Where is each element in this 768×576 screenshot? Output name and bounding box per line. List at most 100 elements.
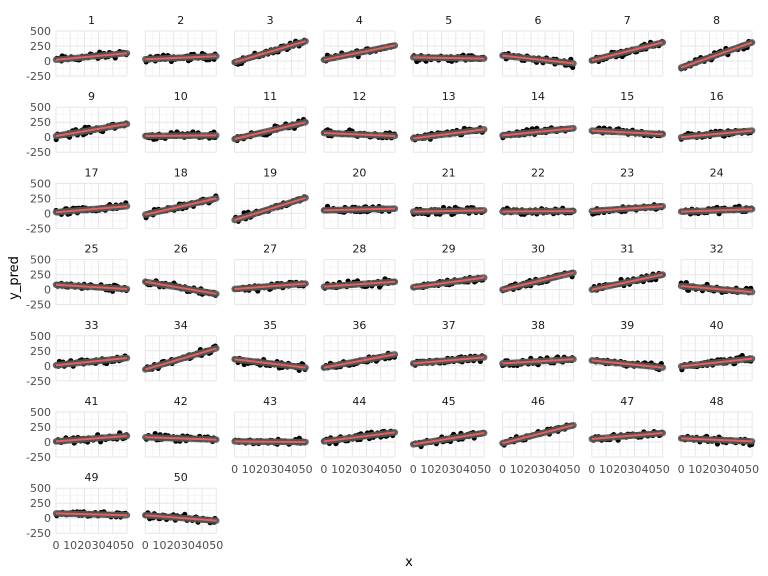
facet-grid [680,30,753,77]
facet-label: 46 [531,395,545,408]
fit-line [55,283,128,290]
x-tick-label: 10 [688,463,702,476]
y-tick-label: 500 [30,177,51,190]
x-tick-label: 30 [360,463,374,476]
facet-label: 5 [445,14,452,27]
facet-panel: 36 [320,319,399,382]
facet-label: 4 [356,14,363,27]
facet-label: 49 [85,471,99,484]
facet-grid [234,182,307,229]
x-axis-title: x [405,555,413,570]
facet-label: 39 [620,319,634,332]
y-tick-label: -250 [26,299,51,312]
facet-panel: 30 [499,243,577,306]
x-tick-label: 20 [435,463,449,476]
facet-grid [412,182,485,229]
fit-line [413,209,485,213]
facet-panel: 48 0 10 20 30 40 50 [678,395,760,476]
facet-label: 6 [535,14,542,27]
facet-grid [412,335,485,382]
facet-panel: 33 -250 0 250 500 [26,319,131,388]
facet-panel: 18 [142,166,220,229]
facet-label: 36 [352,319,366,332]
x-tick-label: 40 [195,539,209,552]
facet-panel: 29 [409,243,488,306]
facet-grid [234,411,307,458]
x-tick-label: 40 [374,463,388,476]
y-tick-label: 0 [44,512,51,525]
fit-line [55,123,128,137]
y-tick-label: 250 [30,497,51,510]
x-tick-label: 40 [642,463,656,476]
fit-line [413,56,485,60]
fit-line [234,440,306,443]
facet-panel: 14 [499,90,577,153]
facet-grid [55,335,128,382]
fit-line [680,41,753,69]
facet-panel: 5 [409,14,488,77]
facet-label: 27 [263,243,277,256]
fit-line [55,512,128,517]
x-tick-label: 40 [106,539,120,552]
fit-line [234,196,306,221]
x-tick-label: 30 [717,463,731,476]
x-tick-label: 0 [53,539,60,552]
x-tick-label: 30 [92,539,106,552]
facet-panel: 38 [499,319,577,382]
fit-line [234,282,306,290]
x-tick-label: 10 [420,463,434,476]
fit-line [234,358,306,369]
facet-label: 10 [174,90,188,103]
facet-panel: 20 [320,166,399,229]
y-tick-label: 250 [30,192,51,205]
facet-grid [680,411,753,458]
x-tick-label: 10 [63,539,77,552]
y-tick-label: 250 [30,116,51,129]
y-tick-label: -250 [26,146,51,159]
x-tick-label: 40 [463,463,477,476]
fit-line [591,432,663,440]
y-tick-label: 0 [44,131,51,144]
y-tick-label: -250 [26,70,51,83]
facet-panel: 43 0 10 20 30 40 50 [231,395,313,476]
facet-label: 45 [442,395,456,408]
facet-label: 33 [85,319,99,332]
facet-panel: 23 [588,166,667,229]
x-tick-label: 10 [331,463,345,476]
x-tick-label: 50 [209,539,223,552]
facet-label: 41 [85,395,99,408]
facet-label: 21 [442,166,456,179]
facet-label: 11 [263,90,277,103]
facet-panel: 27 [231,243,309,306]
facet-label: 40 [710,319,724,332]
facet-panel: 15 [588,90,667,153]
facet-grid [144,487,217,534]
fit-line [681,129,753,139]
x-tick-label: 10 [153,539,167,552]
facet-label: 22 [531,166,545,179]
facet-label: 9 [88,90,95,103]
x-tick-label: 0 [231,463,238,476]
x-tick-label: 20 [167,539,181,552]
fit-line [234,40,306,64]
fit-line [681,437,753,443]
facet-panel: 11 [231,90,309,153]
facet-grid [144,106,217,153]
fit-line [323,207,395,212]
fit-line [55,435,128,443]
x-tick-label: 0 [142,539,149,552]
y-tick-label: -250 [26,451,51,464]
facet-label: 23 [620,166,634,179]
fit-line [413,356,485,365]
facet-label: 13 [442,90,456,103]
fit-line [680,357,753,368]
y-tick-label: 0 [44,284,51,297]
fit-line [681,208,753,213]
x-tick-label: 30 [181,539,195,552]
fit-line [55,205,128,214]
facet-label: 29 [442,243,456,256]
facet-panel: 40 [677,319,756,382]
facet-label: 47 [620,395,634,408]
